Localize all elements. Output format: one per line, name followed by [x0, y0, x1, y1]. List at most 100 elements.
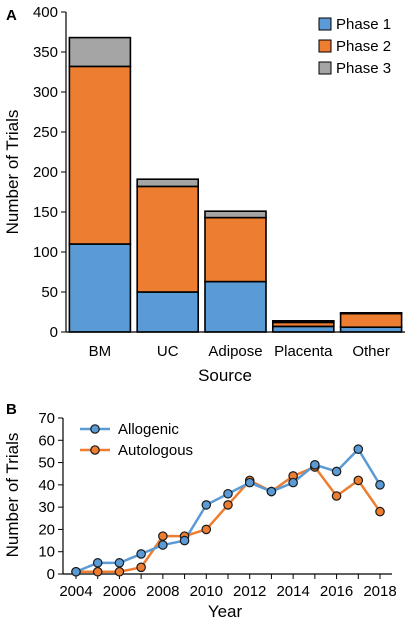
legend-label: Allogenic: [118, 421, 179, 438]
panel-b-y-tick-label: 30: [38, 499, 55, 516]
panel-a-x-ticks: BM UC Adipose Placenta Other: [89, 343, 390, 360]
data-point-allogenic: [331, 466, 342, 477]
panel-a-y-axis-label: Number of Trials: [3, 110, 22, 235]
legend-swatch: [318, 61, 332, 75]
panel-b-x-tick-label: 2006: [103, 583, 136, 600]
data-point-allogenic: [92, 558, 103, 568]
data-point-allogenic: [158, 540, 168, 550]
panel-b-legend: Allogenic Autologous: [80, 421, 193, 459]
panel-b-y-tick-label: 20: [38, 521, 55, 538]
legend-marker: [90, 424, 100, 434]
data-point-autologous: [114, 566, 125, 577]
data-point-autologous: [375, 506, 385, 517]
data-point-allogenic: [375, 480, 385, 490]
legend-swatch: [318, 17, 332, 31]
panel-b-x-tick-label: 2008: [146, 583, 179, 600]
panel-b-y-axis-label: Number of Trials: [3, 433, 22, 558]
data-point-allogenic: [114, 558, 125, 568]
bar-segment-phase-3: [68, 36, 132, 68]
panel-b-x-tick-label: 2014: [276, 583, 309, 600]
panel-a-bars: [68, 36, 403, 333]
panel-a-y-tick-label: 100: [33, 244, 58, 261]
data-point-allogenic: [310, 459, 320, 470]
panel-a-y-tick-label: 0: [50, 324, 58, 341]
panel-a-y-tick-label: 50: [41, 284, 58, 301]
panel-b-x-ticks: 2004 2006 2008 2010 2012 2014 2016 2018: [59, 574, 397, 600]
panel-a-legend: Phase 1 Phase 2 Phase 3: [318, 16, 391, 77]
panel-a-x-tick-label: Other: [352, 343, 390, 360]
bar-segment-phase-2: [204, 216, 267, 283]
panel-a-y-tick-label: 350: [33, 44, 58, 61]
panel-a-label: A: [6, 7, 17, 24]
panel-b-label: B: [6, 401, 17, 418]
series-line-autologous: [76, 465, 382, 574]
bar-group-adipose: [204, 210, 267, 333]
panel-b-x-axis-label: Year: [208, 602, 243, 621]
legend-swatch: [318, 39, 332, 53]
bar-segment-phase-3: [271, 319, 335, 324]
data-point-autologous: [136, 562, 146, 573]
bar-segment-phase-1: [136, 291, 200, 333]
legend-label: Phase 3: [336, 60, 391, 77]
panel-b-y-tick-label: 0: [47, 566, 55, 583]
panel-a-y-tick-label: 200: [33, 164, 58, 181]
bar-segment-phase-1: [204, 280, 267, 333]
panel-b-x-tick-label: 2016: [320, 583, 353, 600]
bar-group-uc: [136, 178, 200, 333]
panel-a-bar-chart: A 0 50 100 150 200 250 300 350 400 BM UC Adipose Pl…: [3, 4, 405, 385]
panel-b-y-tick-label: 40: [38, 477, 55, 494]
bar-segment-phase-2: [68, 65, 132, 245]
panel-b-x-tick-label: 2012: [233, 583, 266, 600]
bar-segment-phase-1: [271, 325, 335, 333]
legend-label: Phase 2: [336, 38, 391, 55]
data-point-autologous: [223, 500, 233, 510]
panel-b-y-ticks: 0 10 20 30 40 50 60 70: [38, 410, 63, 583]
data-point-allogenic: [288, 477, 298, 488]
panel-b-y-tick-label: 50: [38, 455, 55, 472]
data-point-autologous: [331, 491, 342, 501]
data-point-allogenic: [201, 500, 212, 510]
panel-b-x-tick-label: 2010: [190, 583, 223, 600]
panel-b-x-tick-label: 2004: [59, 583, 92, 600]
panel-b-series: [71, 444, 385, 577]
panel-b-y-tick-label: 70: [38, 410, 55, 427]
bar-segment-phase-3: [204, 210, 267, 219]
panel-a-x-tick-label: BM: [89, 343, 112, 360]
panel-a-x-tick-label: Placenta: [274, 343, 333, 360]
data-point-allogenic: [353, 444, 364, 454]
bar-segment-phase-3: [136, 178, 200, 188]
data-point-autologous: [92, 566, 103, 577]
panel-a-x-axis-label: Source: [198, 366, 252, 385]
bar-segment-phase-3: [339, 311, 403, 315]
legend-label: Phase 1: [336, 16, 391, 33]
legend-marker: [90, 445, 100, 455]
bar-group-other: [339, 311, 403, 333]
data-point-allogenic: [223, 488, 233, 499]
bar-segment-phase-1: [68, 243, 132, 333]
panel-b-y-tick-label: 60: [38, 432, 55, 449]
panel-a-x-tick-label: UC: [157, 343, 179, 360]
data-point-allogenic: [179, 535, 190, 546]
panel-a-x-tick-label: Adipose: [208, 343, 262, 360]
panel-a-y-tick-label: 250: [33, 124, 58, 141]
data-point-allogenic: [71, 566, 81, 577]
data-point-autologous: [158, 531, 168, 541]
data-point-allogenic: [266, 486, 277, 497]
data-point-autologous: [353, 475, 364, 486]
data-point-autologous: [201, 524, 212, 535]
data-point-allogenic: [244, 477, 255, 488]
bar-segment-phase-2: [339, 312, 403, 329]
panel-a-y-tick-label: 300: [33, 84, 58, 101]
bar-segment-phase-2: [136, 185, 200, 293]
bar-group-bm: [68, 36, 132, 333]
panel-a-y-tick-label: 150: [33, 204, 58, 221]
bar-group-placenta: [271, 319, 335, 333]
panel-b-x-tick-label: 2018: [363, 583, 396, 600]
legend-label: Autologous: [118, 442, 193, 459]
data-point-allogenic: [136, 549, 146, 559]
panel-a-y-tick-label: 400: [33, 4, 58, 21]
panel-b-y-tick-label: 10: [38, 544, 55, 561]
panel-a-y-ticks: 0 50 100 150 200 250 300 350 400: [33, 4, 66, 341]
